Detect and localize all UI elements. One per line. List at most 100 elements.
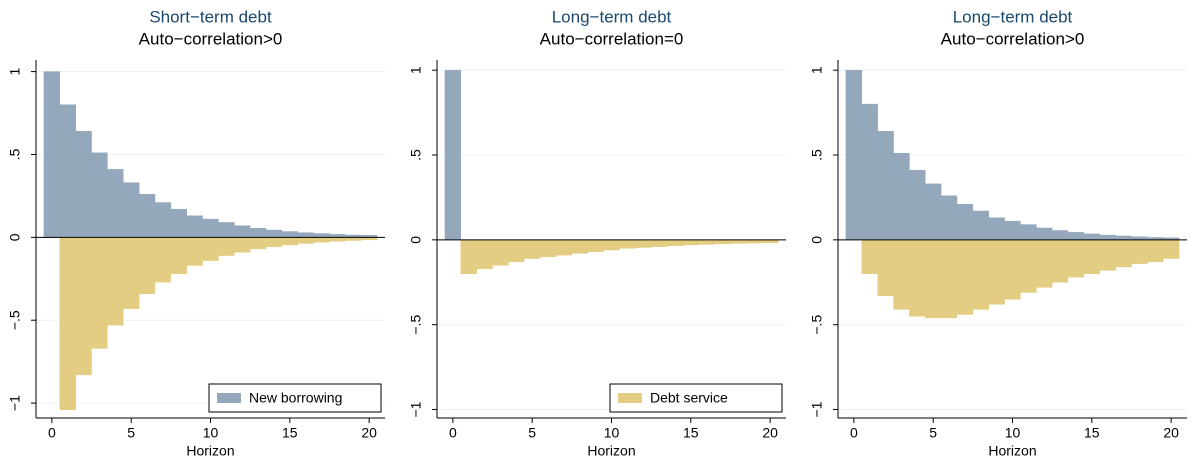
bar — [877, 239, 894, 297]
bar — [107, 169, 124, 238]
bar — [1051, 230, 1069, 241]
legend-label: Debt service — [650, 390, 728, 406]
bar — [603, 239, 620, 251]
bar — [43, 71, 61, 238]
bar — [1004, 220, 1021, 241]
bar — [1147, 239, 1164, 263]
bar — [123, 237, 140, 309]
x-axis-label: Horizon — [186, 443, 234, 459]
bar — [313, 233, 330, 238]
y-tick-label: −.5 — [408, 315, 424, 335]
bar — [1020, 239, 1037, 293]
bar — [138, 194, 156, 238]
bar — [1099, 234, 1116, 241]
legend-swatch — [618, 393, 642, 403]
bar — [1083, 233, 1100, 241]
x-tick-label: 20 — [762, 425, 778, 441]
legend-swatch — [217, 393, 241, 403]
chart-title: Long−term debt — [953, 7, 1073, 26]
bar — [909, 170, 926, 241]
bar — [249, 237, 267, 250]
bar — [861, 103, 878, 241]
bar — [682, 239, 699, 246]
x-tick-label: 5 — [127, 425, 135, 441]
bar — [138, 237, 156, 294]
bar — [845, 69, 863, 241]
x-tick-label: 15 — [282, 425, 298, 441]
bar — [925, 183, 942, 241]
bar — [861, 239, 878, 275]
x-axis-label: Horizon — [587, 443, 635, 459]
bar — [492, 239, 509, 266]
bar — [234, 237, 251, 253]
bar — [1004, 239, 1021, 300]
bar — [329, 237, 346, 242]
y-tick-label: −.5 — [7, 310, 23, 330]
bar — [940, 195, 958, 241]
bar — [154, 237, 172, 283]
bar — [893, 153, 910, 241]
y-tick-label: 1 — [809, 66, 825, 74]
x-tick-label: 20 — [1163, 425, 1179, 441]
bar — [730, 239, 747, 244]
bar — [297, 232, 314, 238]
bar — [1099, 239, 1116, 271]
bar — [249, 227, 267, 238]
bar — [587, 239, 604, 252]
x-tick-label: 5 — [929, 425, 937, 441]
y-tick-label: 1 — [408, 66, 424, 74]
chart-subtitle: Auto−correlation=0 — [540, 29, 684, 48]
bar — [281, 237, 298, 246]
bar — [1020, 224, 1037, 241]
bar — [476, 239, 493, 269]
y-tick-label: −1 — [7, 395, 23, 411]
y-tick-label: −1 — [809, 401, 825, 417]
bar — [107, 237, 124, 326]
bar — [1036, 239, 1053, 288]
bar — [893, 239, 910, 310]
bar — [75, 131, 92, 238]
x-tick-label: 10 — [1005, 425, 1021, 441]
bar — [635, 239, 652, 248]
x-tick-label: 0 — [850, 425, 858, 441]
bar — [59, 237, 76, 410]
bar — [619, 239, 636, 249]
y-tick-label: −.5 — [809, 315, 825, 335]
x-tick-label: 20 — [361, 425, 377, 441]
bar — [650, 239, 668, 247]
chart-subtitle: Auto−correlation>0 — [941, 29, 1085, 48]
x-tick-label: 15 — [1084, 425, 1100, 441]
bar — [265, 229, 283, 238]
bar — [460, 239, 477, 275]
bar — [1067, 232, 1085, 241]
bar — [555, 239, 573, 256]
x-tick-label: 15 — [683, 425, 699, 441]
bar — [313, 237, 330, 243]
bar — [1067, 239, 1085, 278]
y-tick-label: .5 — [408, 149, 424, 161]
bar — [1051, 239, 1069, 283]
bar — [524, 239, 541, 259]
bar — [666, 239, 684, 247]
x-tick-label: 10 — [203, 425, 219, 441]
bar — [571, 239, 588, 254]
x-tick-label: 0 — [48, 425, 56, 441]
bar — [218, 237, 235, 256]
chart-title: Short−term debt — [149, 7, 272, 26]
bar — [988, 217, 1005, 241]
bar — [1115, 239, 1132, 268]
x-tick-label: 10 — [604, 425, 620, 441]
bar — [698, 239, 715, 245]
bar — [186, 237, 203, 266]
bar — [909, 239, 926, 317]
legend-label: New borrowing — [249, 390, 342, 406]
bar — [925, 239, 942, 319]
bar — [1162, 239, 1180, 259]
bar — [988, 239, 1005, 305]
y-tick-label: 1 — [7, 68, 23, 76]
bar — [202, 237, 219, 261]
bar — [1115, 235, 1132, 241]
y-tick-label: .5 — [7, 148, 23, 160]
bar — [297, 237, 314, 244]
bar — [234, 225, 251, 238]
